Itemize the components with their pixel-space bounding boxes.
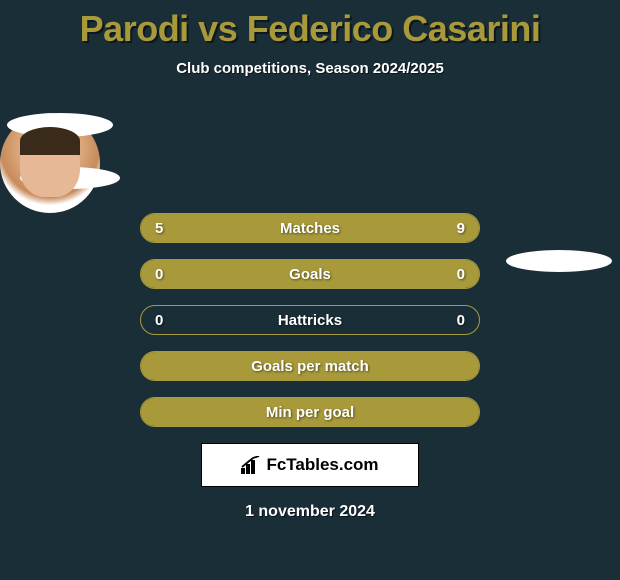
stat-label: Matches xyxy=(141,220,479,237)
stat-label: Goals per match xyxy=(141,358,479,375)
stat-bars: 5 Matches 9 0 Goals 0 0 Hattricks 0 Goal… xyxy=(140,213,480,427)
stat-row-goals: 0 Goals 0 xyxy=(140,259,480,289)
stat-label: Hattricks xyxy=(141,312,479,329)
stat-row-matches: 5 Matches 9 xyxy=(140,213,480,243)
stat-label: Min per goal xyxy=(141,404,479,421)
page-title: Parodi vs Federico Casarini xyxy=(0,0,620,50)
branding-text: FcTables.com xyxy=(266,455,378,475)
stat-row-goals-per-match: Goals per match xyxy=(140,351,480,381)
date-label: 1 november 2024 xyxy=(0,503,620,521)
stat-label: Goals xyxy=(141,266,479,283)
bar-chart-icon xyxy=(241,456,261,474)
stat-value-right: 0 xyxy=(457,312,465,329)
branding-badge: FcTables.com xyxy=(201,443,419,487)
stat-value-right: 9 xyxy=(457,220,465,237)
player-right-placeholder xyxy=(506,250,612,272)
comparison-panel: 5 Matches 9 0 Goals 0 0 Hattricks 0 Goal… xyxy=(0,113,620,521)
subtitle: Club competitions, Season 2024/2025 xyxy=(0,60,620,77)
stat-value-right: 0 xyxy=(457,266,465,283)
stat-row-min-per-goal: Min per goal xyxy=(140,397,480,427)
stat-row-hattricks: 0 Hattricks 0 xyxy=(140,305,480,335)
